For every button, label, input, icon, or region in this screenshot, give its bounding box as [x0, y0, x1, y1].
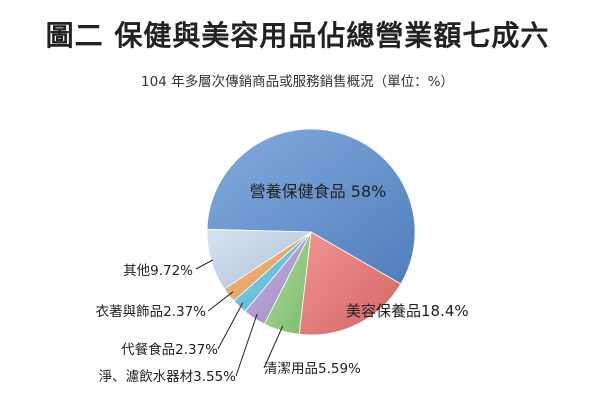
- leader-line-5: [207, 291, 234, 312]
- slice-label-1: 美容保養品18.4%: [346, 302, 469, 320]
- leader-line-3: [235, 313, 258, 377]
- leader-line-2: [263, 325, 284, 369]
- pie-slice-1: [298, 231, 402, 336]
- chart-title: 圖二 保健與美容用品佔總營業額七成六: [45, 19, 550, 52]
- slice-label-5: 衣著與飾品2.37%: [96, 304, 207, 320]
- slice-label-2: 清潔用品5.59%: [264, 361, 361, 377]
- chart-subtitle: 104 年多層次傳銷商品或服務銷售概況（單位：%）: [141, 74, 454, 90]
- slice-label-4: 代餐食品2.37%: [121, 341, 218, 358]
- slice-label-0: 營養保健食品 58%: [250, 182, 387, 201]
- slice-label-3: 淨、濾飲水器材3.55%: [99, 369, 237, 385]
- slice-label-6: 其他9.72%: [123, 263, 193, 279]
- pie-slice-0: [206, 128, 416, 285]
- leader-line-6: [195, 259, 214, 270]
- leader-line-4: [217, 302, 244, 350]
